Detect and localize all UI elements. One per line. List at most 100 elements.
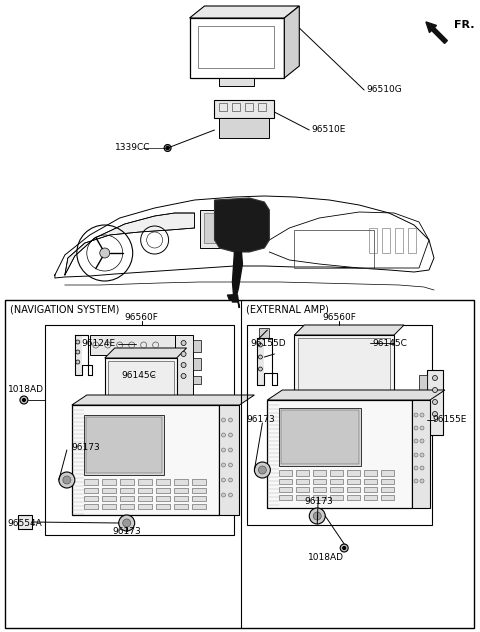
- Polygon shape: [231, 295, 238, 302]
- Bar: [192, 479, 205, 485]
- Bar: [298, 338, 390, 390]
- Bar: [174, 488, 188, 493]
- Bar: [219, 118, 269, 138]
- Polygon shape: [215, 198, 269, 252]
- Text: 96145C: 96145C: [372, 339, 407, 348]
- Text: 1339CC: 1339CC: [115, 143, 150, 152]
- Bar: [245, 103, 253, 111]
- Bar: [296, 495, 309, 500]
- Bar: [156, 488, 169, 493]
- Bar: [364, 470, 377, 476]
- Circle shape: [432, 411, 437, 416]
- Circle shape: [414, 466, 418, 470]
- Bar: [90, 335, 175, 355]
- Text: 96173: 96173: [304, 497, 333, 506]
- Text: 1018AD: 1018AD: [8, 386, 44, 394]
- Bar: [419, 375, 427, 390]
- Bar: [247, 325, 432, 525]
- Bar: [120, 479, 134, 485]
- Text: 96173: 96173: [246, 415, 275, 425]
- Bar: [192, 496, 205, 501]
- Bar: [364, 487, 377, 492]
- Bar: [279, 408, 361, 466]
- Bar: [175, 335, 192, 395]
- Bar: [419, 398, 427, 413]
- Bar: [267, 400, 412, 508]
- Bar: [427, 370, 443, 435]
- Circle shape: [420, 453, 424, 457]
- Bar: [294, 335, 394, 395]
- Circle shape: [414, 453, 418, 457]
- Bar: [347, 495, 360, 500]
- Bar: [192, 376, 201, 384]
- Bar: [419, 421, 427, 431]
- Bar: [138, 496, 152, 501]
- Bar: [330, 495, 343, 500]
- Bar: [215, 100, 275, 118]
- Bar: [382, 228, 390, 253]
- Bar: [296, 479, 309, 484]
- Bar: [84, 496, 98, 501]
- Bar: [381, 495, 394, 500]
- Text: 96173: 96173: [112, 528, 141, 537]
- Circle shape: [414, 413, 418, 417]
- Text: 1018AD: 1018AD: [308, 554, 344, 562]
- Circle shape: [221, 463, 226, 467]
- Circle shape: [258, 367, 263, 371]
- Bar: [204, 213, 251, 243]
- Bar: [412, 400, 430, 508]
- Circle shape: [420, 466, 424, 470]
- Bar: [105, 358, 177, 410]
- Bar: [156, 479, 169, 485]
- Bar: [281, 410, 359, 464]
- Circle shape: [221, 448, 226, 452]
- Polygon shape: [228, 295, 240, 308]
- Circle shape: [76, 350, 80, 354]
- Circle shape: [432, 375, 437, 380]
- Bar: [102, 488, 116, 493]
- Circle shape: [228, 493, 232, 497]
- Bar: [75, 335, 82, 375]
- Bar: [279, 495, 292, 500]
- Circle shape: [309, 508, 325, 524]
- Bar: [279, 470, 292, 476]
- Bar: [120, 496, 134, 501]
- Circle shape: [181, 374, 186, 379]
- Bar: [120, 504, 134, 509]
- Bar: [381, 470, 394, 476]
- Bar: [296, 470, 309, 476]
- Bar: [84, 479, 98, 485]
- Circle shape: [414, 426, 418, 430]
- Bar: [313, 479, 326, 484]
- Text: 96560F: 96560F: [322, 313, 356, 322]
- Circle shape: [228, 478, 232, 482]
- Circle shape: [343, 547, 346, 549]
- Bar: [174, 504, 188, 509]
- Text: (NAVIGATION SYSTEM): (NAVIGATION SYSTEM): [10, 305, 120, 315]
- Circle shape: [20, 396, 28, 404]
- Bar: [192, 488, 205, 493]
- Bar: [72, 405, 219, 515]
- Circle shape: [432, 387, 437, 392]
- Circle shape: [63, 476, 71, 484]
- Circle shape: [228, 433, 232, 437]
- Text: 96173: 96173: [72, 442, 101, 451]
- Text: 96510G: 96510G: [366, 85, 402, 95]
- Bar: [84, 415, 164, 475]
- Bar: [258, 103, 266, 111]
- Bar: [395, 228, 403, 253]
- Bar: [18, 515, 32, 529]
- Circle shape: [100, 248, 110, 258]
- Circle shape: [59, 472, 75, 488]
- Circle shape: [221, 418, 226, 422]
- Bar: [174, 479, 188, 485]
- Circle shape: [181, 363, 186, 367]
- Polygon shape: [105, 348, 187, 358]
- Circle shape: [221, 478, 226, 482]
- Bar: [330, 479, 343, 484]
- Bar: [330, 470, 343, 476]
- Circle shape: [414, 439, 418, 443]
- Bar: [279, 487, 292, 492]
- Text: 96560F: 96560F: [125, 313, 158, 322]
- Circle shape: [119, 515, 135, 531]
